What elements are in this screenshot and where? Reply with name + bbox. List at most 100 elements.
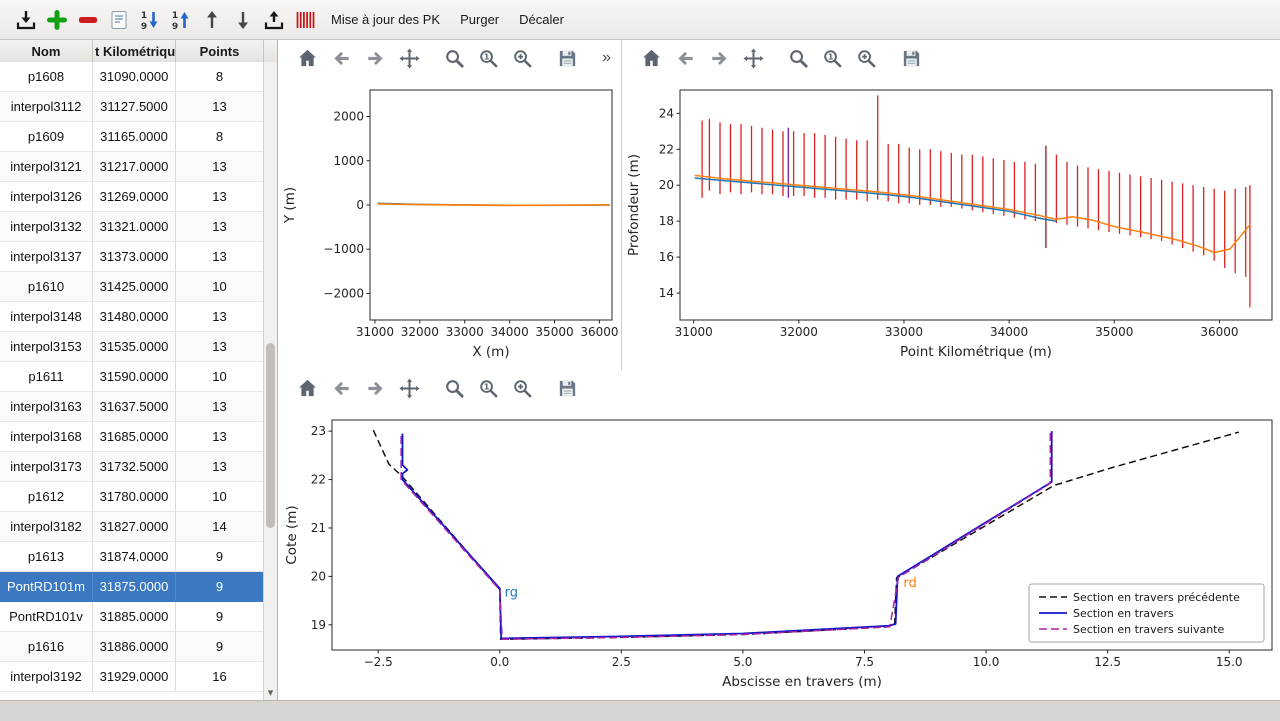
table-row[interactable]: interpol3182 31827.0000 14: [0, 512, 264, 542]
svg-text:Abscisse en travers (m): Abscisse en travers (m): [722, 674, 882, 690]
table-row[interactable]: interpol3137 31373.0000 13: [0, 242, 264, 272]
zoom-plus-icon[interactable]: [509, 375, 536, 402]
table-row[interactable]: PontRD101m 31875.0000 9: [0, 572, 264, 602]
zoom-icon[interactable]: [441, 45, 468, 72]
series-axe-hydraulique-orange: [377, 203, 610, 207]
cell-points: 13: [176, 452, 264, 482]
table-row[interactable]: PontRD101v 31885.0000 9: [0, 602, 264, 632]
table-row[interactable]: interpol3153 31535.0000 13: [0, 332, 264, 362]
forward-icon[interactable]: [706, 45, 733, 72]
profil-long-figure[interactable]: 31000 32000 33000 34000 35000 36000 Point Kilo…: [622, 76, 1280, 370]
cell-points: 13: [176, 332, 264, 362]
cell-pk: 31165.0000: [93, 122, 176, 152]
cell-pk: 31269.0000: [93, 182, 176, 212]
svg-text:12.5: 12.5: [1094, 655, 1121, 669]
table-row[interactable]: p1609 31165.0000 8: [0, 122, 264, 152]
table-row[interactable]: interpol3112 31127.5000 13: [0, 92, 264, 122]
home-icon[interactable]: [638, 45, 665, 72]
pan-icon[interactable]: [740, 45, 767, 72]
table-row[interactable]: p1612 31780.0000 10: [0, 482, 264, 512]
table-row[interactable]: interpol3126 31269.0000 13: [0, 182, 264, 212]
cell-points: 13: [176, 212, 264, 242]
add-row-icon[interactable]: [41, 5, 72, 35]
edit-notes-icon[interactable]: [103, 5, 134, 35]
cell-pk: 31127.5000: [93, 92, 176, 122]
table-row[interactable]: interpol3148 31480.0000 13: [0, 302, 264, 332]
svg-text:16: 16: [659, 250, 674, 264]
trace-plan-figure[interactable]: 31000 32000 33000 34000 35000 36000 X (m) 2000 1…: [278, 76, 621, 370]
zoom-plus-icon[interactable]: [853, 45, 880, 72]
svg-text:34000: 34000: [491, 325, 529, 339]
arrow-down-icon[interactable]: [227, 5, 258, 35]
svg-text:−2000: −2000: [323, 286, 364, 300]
column-header-points[interactable]: Points: [176, 40, 264, 62]
table-row[interactable]: p1613 31874.0000 9: [0, 542, 264, 572]
forward-icon[interactable]: [362, 375, 389, 402]
cell-points: 13: [176, 302, 264, 332]
back-icon[interactable]: [328, 45, 355, 72]
toolbar-overflow-icon[interactable]: »: [602, 49, 611, 66]
zoom-icon[interactable]: [785, 45, 812, 72]
zoom-one-icon[interactable]: 1: [819, 45, 846, 72]
pan-icon[interactable]: [396, 375, 423, 402]
pan-icon[interactable]: [396, 45, 423, 72]
y-axis: 19 20 21 22 23 Cote (m): [284, 424, 332, 632]
profile-view-chart[interactable]: 31000 32000 33000 34000 35000 36000 Point Kilo…: [622, 76, 1280, 375]
svg-text:36000: 36000: [580, 325, 618, 339]
import-icon[interactable]: [10, 5, 41, 35]
cross-section-chart[interactable]: −2.5 0.0 2.5 5.0 7.5 10.0 12.5 15.0 Abscisse en …: [278, 406, 1280, 704]
save-icon[interactable]: [898, 45, 925, 72]
table-row[interactable]: p1611 31590.0000 10: [0, 362, 264, 392]
home-icon[interactable]: [294, 375, 321, 402]
back-icon[interactable]: [672, 45, 699, 72]
table-scrollbar[interactable]: ▾: [263, 62, 277, 700]
save-icon[interactable]: [554, 45, 581, 72]
save-icon[interactable]: [554, 375, 581, 402]
svg-text:36000: 36000: [1200, 325, 1238, 339]
table-row[interactable]: interpol3132 31321.0000 13: [0, 212, 264, 242]
svg-text:23: 23: [311, 424, 326, 438]
cell-pk: 31637.5000: [93, 392, 176, 422]
forward-icon[interactable]: [362, 45, 389, 72]
cell-points: 9: [176, 542, 264, 572]
table-row[interactable]: interpol3168 31685.0000 13: [0, 422, 264, 452]
table-row[interactable]: interpol3121 31217.0000 13: [0, 152, 264, 182]
export-icon[interactable]: [258, 5, 289, 35]
section-travers-figure[interactable]: −2.5 0.0 2.5 5.0 7.5 10.0 12.5 15.0 Abscisse en …: [278, 406, 1280, 699]
cell-nom: interpol3112: [0, 92, 93, 122]
zoom-plus-icon[interactable]: [509, 45, 536, 72]
home-icon[interactable]: [294, 45, 321, 72]
scrollbar-thumb[interactable]: [266, 342, 275, 528]
y-axis: 2000 1000 0 −1000 −2000 Y (m): [282, 110, 370, 300]
interpolate-icon[interactable]: [289, 5, 320, 35]
table-row[interactable]: p1616 31886.0000 9: [0, 632, 264, 662]
svg-text:Y (m): Y (m): [282, 187, 298, 224]
cell-pk: 31217.0000: [93, 152, 176, 182]
remove-row-icon[interactable]: [72, 5, 103, 35]
menu-mise-a-jour-des-pk[interactable]: Mise à jour des PK: [331, 12, 441, 27]
menu-decaler[interactable]: Décaler: [519, 12, 564, 27]
cell-pk: 31874.0000: [93, 542, 176, 572]
plan-view-chart[interactable]: 31000 32000 33000 34000 35000 36000 X (m) 2000 1…: [278, 76, 621, 375]
svg-text:18: 18: [659, 214, 674, 228]
table-row[interactable]: p1610 31425.0000 10: [0, 272, 264, 302]
cell-points: 13: [176, 92, 264, 122]
cell-pk: 31480.0000: [93, 302, 176, 332]
table-row[interactable]: interpol3192 31929.0000 16: [0, 662, 264, 692]
zoom-one-icon[interactable]: 1: [475, 375, 502, 402]
column-header-nom[interactable]: Nom: [0, 40, 93, 62]
table-row[interactable]: interpol3173 31732.5000 13: [0, 452, 264, 482]
x-axis: −2.5 0.0 2.5 5.0 7.5 10.0 12.5 15.0 Abscisse en …: [364, 650, 1243, 690]
column-header-pk[interactable]: t Kilométrique: [93, 40, 176, 62]
menu-purger[interactable]: Purger: [460, 12, 500, 27]
arrow-up-icon[interactable]: [196, 5, 227, 35]
scrollbar-down-arrow[interactable]: ▾: [267, 686, 274, 699]
zoom-icon[interactable]: [441, 375, 468, 402]
zoom-one-icon[interactable]: 1: [475, 45, 502, 72]
back-icon[interactable]: [328, 375, 355, 402]
table-row[interactable]: p1608 31090.0000 8: [0, 62, 264, 92]
table-row[interactable]: interpol3163 31637.5000 13: [0, 392, 264, 422]
